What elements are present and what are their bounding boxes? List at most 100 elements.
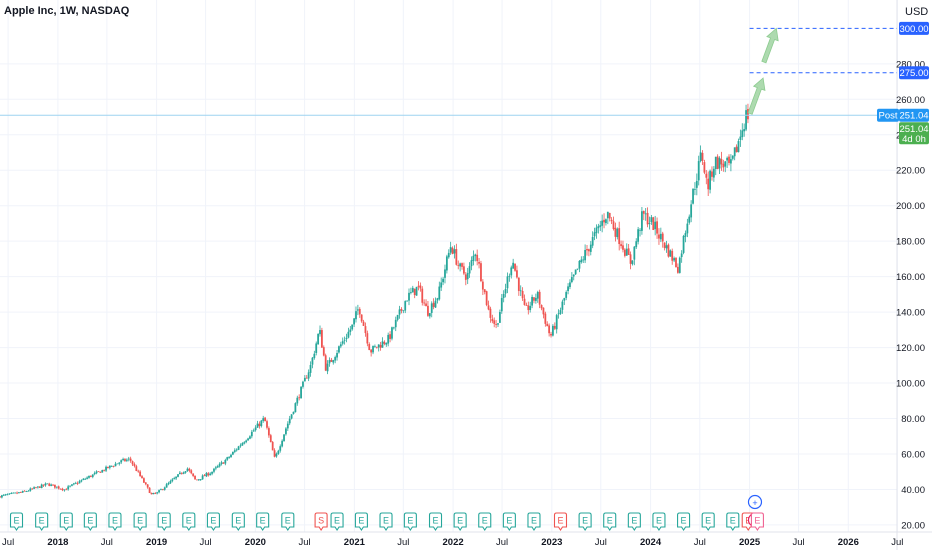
candle-body bbox=[18, 492, 20, 494]
candle-body bbox=[527, 305, 530, 311]
earnings-event-icon[interactable] bbox=[453, 512, 467, 531]
add-event-plus-icon[interactable] bbox=[747, 494, 763, 510]
event-glyph: E bbox=[407, 516, 413, 526]
candle-body bbox=[290, 414, 293, 419]
earnings-event-icon[interactable] bbox=[330, 512, 344, 531]
candle-body bbox=[650, 217, 653, 223]
earnings-event-icon[interactable] bbox=[59, 512, 73, 531]
x-tick-label: Jul bbox=[397, 537, 409, 548]
event-glyph: E bbox=[656, 516, 662, 526]
candle-body bbox=[199, 479, 202, 480]
countdown-label: 4d 0h bbox=[902, 134, 926, 145]
candle-body bbox=[163, 487, 166, 490]
candle-body bbox=[76, 482, 79, 484]
candle-body bbox=[381, 341, 384, 348]
candle-body bbox=[514, 263, 516, 271]
candle-body bbox=[84, 478, 87, 480]
earnings-event-icon[interactable] bbox=[206, 512, 220, 531]
candle-body bbox=[241, 443, 244, 446]
candle-body bbox=[523, 298, 526, 305]
event-glyph: S bbox=[318, 516, 324, 526]
candle-body bbox=[222, 462, 225, 464]
candle-body bbox=[161, 489, 164, 491]
earnings-event-icon[interactable] bbox=[701, 512, 715, 531]
candle-body bbox=[565, 292, 568, 298]
event-glyph: E bbox=[39, 516, 45, 526]
candle-body bbox=[328, 360, 331, 364]
earnings-event-icon[interactable] bbox=[502, 512, 516, 531]
earnings-event-icon[interactable] bbox=[553, 512, 568, 531]
event-glyph: E bbox=[754, 516, 760, 526]
earnings-event-icon[interactable] bbox=[182, 512, 196, 531]
x-tick-label: Jul bbox=[2, 537, 14, 548]
earnings-event-icon[interactable] bbox=[35, 512, 49, 531]
candle-body bbox=[317, 333, 320, 345]
candle-body bbox=[544, 313, 547, 324]
earnings-event-icon[interactable] bbox=[578, 512, 592, 531]
candle-body bbox=[430, 303, 433, 313]
candle-body bbox=[635, 241, 638, 248]
candle-body bbox=[360, 314, 363, 322]
candle-body bbox=[175, 476, 177, 479]
candle-body bbox=[2, 494, 5, 496]
candle-body bbox=[409, 292, 412, 293]
earnings-event-icon[interactable] bbox=[108, 512, 122, 531]
candle-body bbox=[406, 300, 409, 302]
candle-body bbox=[697, 161, 700, 181]
candle-body bbox=[455, 249, 458, 265]
earnings-event-icon[interactable] bbox=[677, 512, 691, 531]
earnings-event-icon[interactable] bbox=[627, 512, 641, 531]
y-tick-label: 100.00 bbox=[896, 379, 925, 390]
event-glyph: E bbox=[705, 516, 711, 526]
earnings-event-icon[interactable] bbox=[428, 512, 443, 531]
candle-body bbox=[271, 441, 274, 451]
earnings-event-icon[interactable] bbox=[478, 512, 492, 531]
candle-body bbox=[747, 108, 749, 120]
earnings-event-icon[interactable] bbox=[403, 512, 417, 531]
projection-arrow[interactable] bbox=[761, 27, 779, 64]
candle-body bbox=[309, 364, 312, 373]
candle-body bbox=[326, 363, 329, 372]
earnings-event-icon[interactable] bbox=[750, 512, 764, 531]
candle-body bbox=[57, 486, 60, 489]
earnings-event-icon[interactable] bbox=[726, 512, 740, 531]
candle-body bbox=[190, 470, 193, 474]
earnings-event-icon[interactable] bbox=[133, 512, 147, 531]
earnings-event-icon[interactable] bbox=[256, 512, 270, 531]
earnings-event-icon[interactable] bbox=[231, 512, 245, 531]
earnings-event-icon[interactable] bbox=[379, 512, 393, 531]
candle-body bbox=[712, 168, 715, 178]
currency-button[interactable]: USD bbox=[905, 6, 929, 18]
candle-body bbox=[587, 249, 590, 252]
candle-body bbox=[54, 484, 56, 488]
candle-body bbox=[402, 310, 405, 312]
earnings-event-icon[interactable] bbox=[527, 512, 541, 531]
candle-body bbox=[239, 445, 242, 447]
split-event-icon[interactable] bbox=[314, 512, 328, 531]
candle-body bbox=[209, 473, 212, 476]
candle-body bbox=[182, 472, 185, 474]
candle-body bbox=[661, 233, 664, 242]
earnings-event-icon[interactable] bbox=[281, 512, 295, 531]
candle-body bbox=[625, 248, 628, 256]
candle-body bbox=[531, 296, 533, 306]
candle-body bbox=[288, 418, 291, 424]
earnings-event-icon[interactable] bbox=[9, 512, 24, 531]
earnings-event-icon[interactable] bbox=[157, 512, 171, 531]
candle-body bbox=[146, 484, 149, 488]
candle-body bbox=[107, 466, 109, 469]
earnings-event-icon[interactable] bbox=[83, 512, 97, 531]
projection-arrow[interactable] bbox=[747, 77, 766, 115]
candle-body bbox=[235, 449, 238, 451]
candle-body bbox=[292, 411, 295, 414]
candle-body bbox=[428, 313, 431, 317]
y-tick-label: 220.00 bbox=[896, 166, 925, 177]
earnings-event-icon[interactable] bbox=[603, 512, 617, 531]
earnings-event-icon[interactable] bbox=[652, 512, 666, 531]
candle-body bbox=[247, 438, 249, 441]
candle-body bbox=[724, 161, 727, 167]
candle-body bbox=[432, 302, 435, 307]
candle-body bbox=[300, 386, 302, 399]
earnings-event-icon[interactable] bbox=[354, 512, 368, 531]
